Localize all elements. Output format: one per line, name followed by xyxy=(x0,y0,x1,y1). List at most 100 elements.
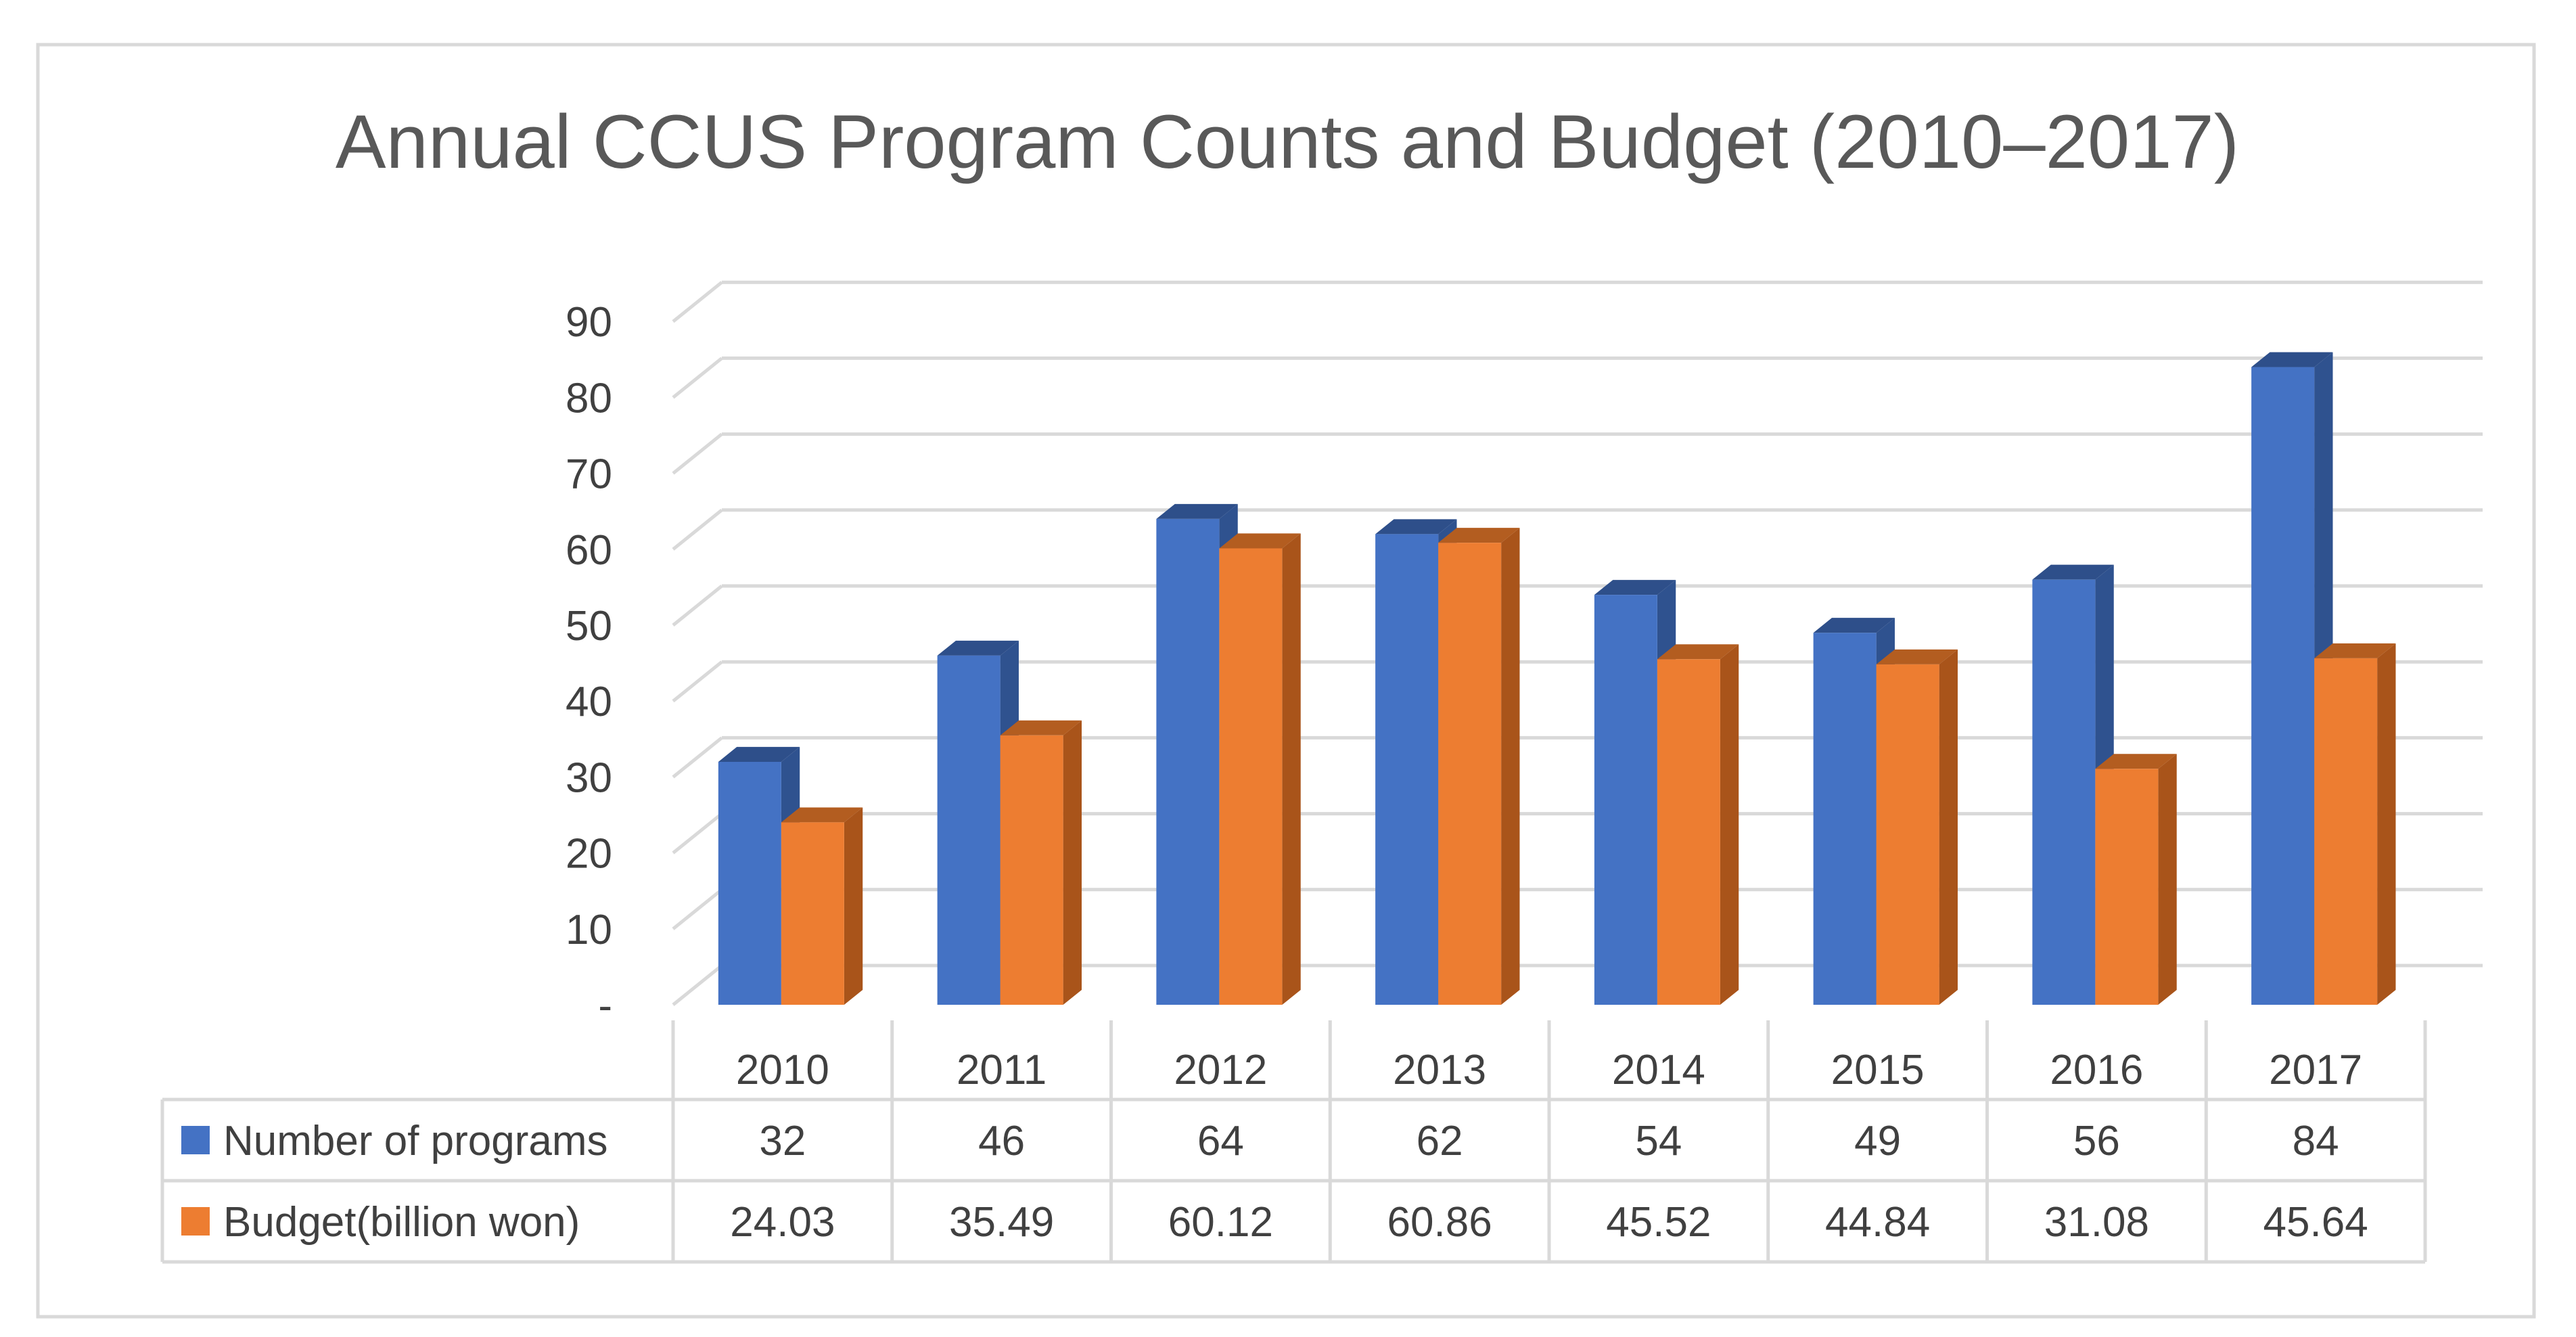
y-tick-label: 20 xyxy=(566,831,612,878)
bar-top-face xyxy=(1156,503,1238,519)
data-label: 35.49 xyxy=(949,1199,1054,1246)
bar-front-face xyxy=(1000,735,1063,1005)
y-tick-label: 50 xyxy=(566,603,612,650)
gridline-diagonal xyxy=(672,736,723,779)
bar-front-face xyxy=(1813,633,1877,1005)
data-label: 44.84 xyxy=(1825,1199,1930,1246)
legend-label: Number of programs xyxy=(223,1118,608,1164)
bar-front-face xyxy=(1594,595,1657,1005)
data-label: 24.03 xyxy=(730,1199,835,1246)
x-tick-label: 2012 xyxy=(1174,1047,1267,1093)
x-tick-label: 2013 xyxy=(1393,1047,1486,1093)
bar-budget-billion-won- xyxy=(1438,528,1520,1005)
data-label: 62 xyxy=(1417,1118,1463,1164)
gridline-diagonal xyxy=(672,888,723,930)
bar-budget-billion-won- xyxy=(1876,649,1958,1005)
bar-side-face xyxy=(844,807,863,1005)
bars xyxy=(718,352,2396,1005)
data-label: 31.08 xyxy=(2044,1199,2149,1246)
gridline-diagonal xyxy=(672,660,723,703)
x-tick-label: 2010 xyxy=(736,1047,829,1093)
x-tick-label: 2017 xyxy=(2269,1047,2362,1093)
y-tick-label: - xyxy=(598,982,612,1029)
bar-budget-billion-won- xyxy=(1657,644,1739,1005)
bar-top-face xyxy=(2095,754,2177,769)
bar-side-face xyxy=(1939,649,1958,1005)
data-label: 64 xyxy=(1197,1118,1244,1164)
legend-label: Budget(billion won) xyxy=(223,1199,580,1246)
bar-side-face xyxy=(1063,720,1082,1005)
bar-front-face xyxy=(2095,769,2159,1005)
legend-swatch xyxy=(181,1207,210,1236)
bar-top-face xyxy=(1219,533,1301,549)
bar-top-face xyxy=(1000,720,1082,735)
x-tick-label: 2011 xyxy=(957,1047,1046,1093)
data-label: 60.86 xyxy=(1387,1199,1492,1246)
bar-front-face xyxy=(718,761,781,1005)
gridline-diagonal xyxy=(672,432,723,475)
data-label: 32 xyxy=(759,1118,806,1164)
x-tick-label: 2016 xyxy=(2050,1047,2143,1093)
gridline-diagonal xyxy=(672,812,723,855)
bar-front-face xyxy=(2251,367,2315,1005)
bar-side-face xyxy=(1720,644,1739,1005)
legend-swatch xyxy=(181,1126,210,1154)
bar-front-face xyxy=(1375,534,1439,1005)
y-tick-label: 60 xyxy=(566,527,612,574)
y-tick-label: 10 xyxy=(566,907,612,953)
bar-top-face xyxy=(718,746,800,762)
data-label: 45.52 xyxy=(1606,1199,1711,1246)
data-label: 56 xyxy=(2073,1118,2120,1164)
x-tick-label: 2014 xyxy=(1612,1047,1705,1093)
bar-front-face xyxy=(1438,543,1502,1005)
bar-budget-billion-won- xyxy=(781,807,863,1005)
data-label: 45.64 xyxy=(2263,1199,2368,1246)
x-tick-label: 2015 xyxy=(1831,1047,1925,1093)
bar-budget-billion-won- xyxy=(1000,720,1082,1005)
y-axis-ticks: - 10 20 30 40 50 60 70 80 90 xyxy=(566,299,612,1029)
data-table: 2010 2011 2012 2013 2014 2015 2016 2017 Number o… xyxy=(160,1020,2427,1264)
y-tick-label: 80 xyxy=(566,375,612,422)
y-tick-label: 30 xyxy=(566,754,612,801)
bar-top-face xyxy=(1813,618,1895,633)
gridline-diagonal xyxy=(672,357,723,399)
bar-top-face xyxy=(2032,564,2114,580)
gridline-diagonal xyxy=(672,508,723,551)
bar-top-face xyxy=(781,807,863,823)
bar-side-face xyxy=(1501,528,1520,1005)
bar-top-face xyxy=(2314,643,2396,658)
bar-front-face xyxy=(2032,579,2096,1005)
bar-top-face xyxy=(1594,580,1676,595)
data-label: 46 xyxy=(978,1118,1025,1164)
bar-budget-billion-won- xyxy=(2095,754,2177,1005)
bar-top-face xyxy=(1375,519,1457,535)
bar-side-face xyxy=(2377,643,2396,1005)
bar-front-face xyxy=(1156,518,1220,1005)
gridline-diagonal xyxy=(672,281,723,323)
gridline-diagonal xyxy=(672,964,723,1006)
bar-front-face xyxy=(1657,659,1720,1005)
bar-top-face xyxy=(1876,649,1958,664)
bar-side-face xyxy=(2158,754,2177,1005)
bar-budget-billion-won- xyxy=(2314,643,2396,1005)
data-label: 54 xyxy=(1635,1118,1682,1164)
bar-front-face xyxy=(937,655,1001,1005)
bar-front-face xyxy=(1876,664,1939,1005)
data-label: 84 xyxy=(2293,1118,2339,1164)
bar-top-face xyxy=(937,640,1019,656)
bar-top-face xyxy=(2251,352,2333,367)
bar-top-face xyxy=(1657,644,1739,660)
gridline-diagonal xyxy=(672,585,723,627)
bar-front-face xyxy=(781,822,844,1005)
data-label: 60.12 xyxy=(1168,1199,1273,1246)
chart-title: Annual CCUS Program Counts and Budget (2… xyxy=(336,99,2239,184)
y-tick-label: 90 xyxy=(566,299,612,346)
bar-front-face xyxy=(1219,548,1283,1005)
bar-side-face xyxy=(1282,533,1301,1005)
bar-budget-billion-won- xyxy=(1219,533,1301,1005)
bar-front-face xyxy=(2314,658,2378,1005)
bar-top-face xyxy=(1438,528,1520,543)
y-tick-label: 40 xyxy=(566,679,612,725)
